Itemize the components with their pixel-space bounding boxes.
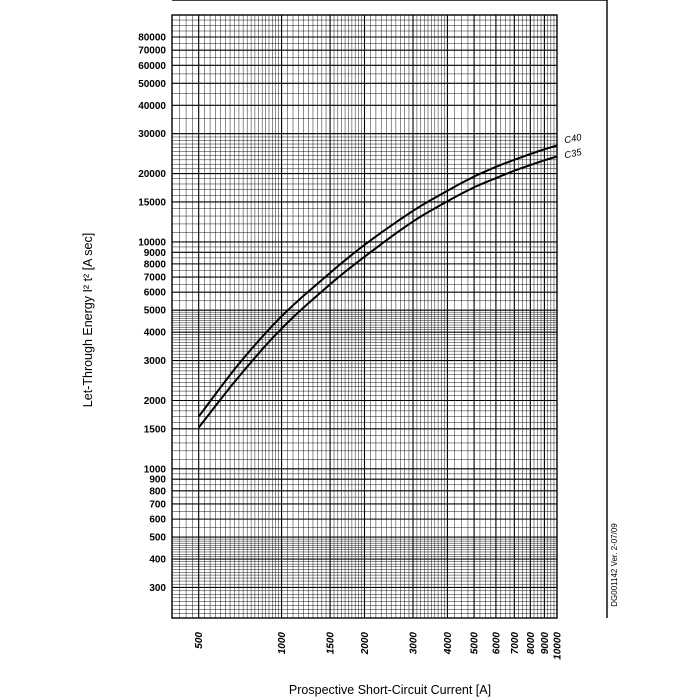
x-tick-label: 5000 — [470, 632, 481, 655]
y-tick-label: 80000 — [138, 32, 166, 43]
y-tick-label: 500 — [149, 533, 166, 544]
y-tick-label: 400 — [149, 555, 166, 566]
y-tick-label: 70000 — [138, 46, 166, 57]
y-tick-label: 15000 — [138, 197, 166, 208]
y-tick-label: 8000 — [144, 259, 167, 270]
y-tick-label: 3000 — [144, 356, 167, 367]
x-axis-title: Prospective Short-Circuit Current [A] — [289, 683, 491, 697]
y-tick-label: 4000 — [144, 328, 167, 339]
y-tick-label: 20000 — [138, 169, 166, 180]
y-tick-label: 600 — [149, 515, 166, 526]
y-tick-label: 300 — [149, 583, 166, 594]
y-tick-label: 10000 — [138, 237, 166, 248]
y-tick-label: 30000 — [138, 129, 166, 140]
y-tick-label: 2000 — [144, 396, 167, 407]
y-tick-label: 1000 — [144, 464, 167, 475]
x-tick-label: 8000 — [526, 632, 537, 655]
y-tick-label: 1500 — [144, 424, 167, 435]
series-label-c35: C35 — [563, 147, 583, 162]
y-tick-label: 7000 — [144, 273, 167, 284]
x-tick-label: 3000 — [408, 632, 419, 655]
document-reference: DG001142 Ver. 2-07/09 — [610, 523, 619, 607]
x-tick-label: 10000 — [553, 632, 564, 660]
y-tick-label: 6000 — [144, 288, 167, 299]
series-line-c35 — [197, 155, 558, 429]
y-tick-label: 800 — [149, 486, 166, 497]
x-tick-label: 4000 — [443, 632, 454, 656]
x-tick-label: 2000 — [360, 632, 371, 656]
y-tick-label: 40000 — [138, 101, 166, 112]
x-tick-label: 7000 — [510, 632, 521, 655]
y-tick-label: 700 — [149, 499, 166, 510]
y-tick-label: 60000 — [138, 61, 166, 72]
x-tick-labels: 500 1000 1500 2000 3000 4000 5000 6000 7000 8000 9… — [194, 632, 563, 660]
y-tick-label: 5000 — [144, 306, 167, 317]
grid-lines — [172, 14, 557, 618]
x-tick-label: 500 — [194, 632, 205, 649]
x-tick-label: 1000 — [277, 632, 288, 655]
y-axis-title: Let-Through Energy I² t² [A sec] — [81, 233, 95, 407]
plot-frame — [171, 14, 558, 619]
x-tick-label: 9000 — [540, 632, 551, 655]
y-tick-label: 50000 — [138, 79, 166, 90]
y-tick-label: 900 — [149, 475, 166, 486]
series-line-c40 — [197, 144, 558, 418]
series-label-c40: C40 — [563, 132, 583, 147]
y-tick-label: 9000 — [144, 248, 167, 259]
x-tick-label: 1500 — [326, 632, 337, 655]
x-tick-label: 6000 — [491, 632, 502, 655]
